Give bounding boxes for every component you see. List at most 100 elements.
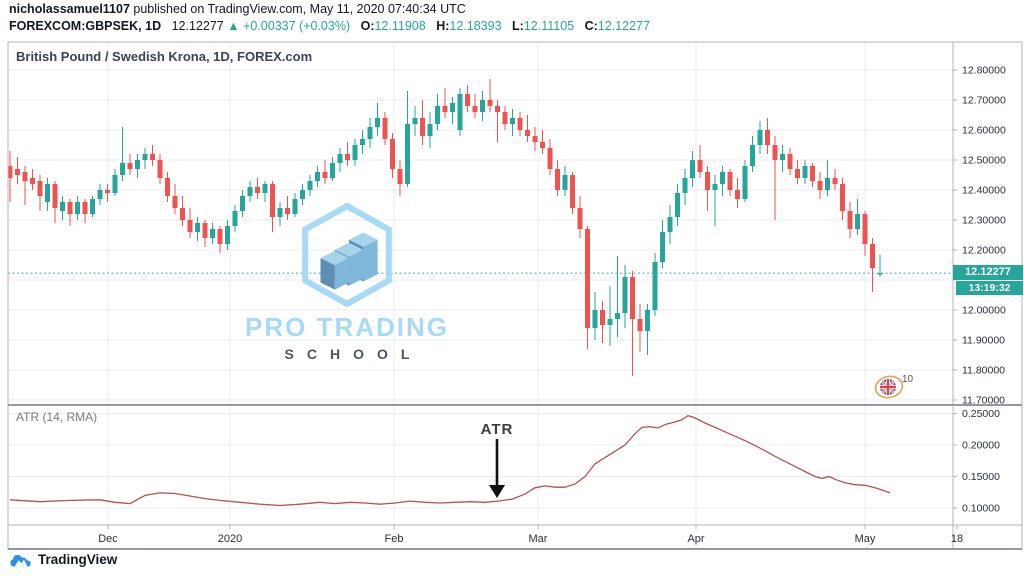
candle-body [375, 118, 380, 127]
candle-body [435, 106, 440, 124]
candle-body [532, 136, 538, 142]
high-value: 12.18393 [449, 19, 502, 33]
candle-body [615, 313, 620, 319]
candle-body [210, 229, 215, 238]
candle-body [772, 145, 778, 160]
candle-body [90, 199, 95, 214]
time-axis[interactable] [8, 525, 1022, 549]
candle-body [637, 319, 643, 331]
main-pane-surface[interactable] [8, 42, 953, 405]
candle-body [45, 184, 50, 202]
candle-body [652, 262, 658, 310]
time-axis-label: May [855, 533, 876, 545]
candle-body [727, 172, 733, 190]
candle-body [8, 166, 13, 178]
indicator-label[interactable]: ATR (14, RMA) [16, 410, 98, 424]
candle-body [382, 118, 388, 139]
candle-body [472, 106, 478, 112]
tradingview-brand[interactable]: TradingView [10, 552, 117, 567]
atr-axis-label: 0.10000 [962, 503, 1000, 515]
candle-body [187, 220, 193, 232]
candle-body [457, 94, 463, 130]
up-arrow-icon: ▲ [227, 19, 240, 33]
candle-body [450, 103, 455, 112]
candle-body [832, 178, 838, 184]
price-axis-label: 12.60000 [962, 125, 1006, 137]
candle-body [15, 169, 20, 175]
down-arrow-icon [489, 439, 505, 498]
candle-body [172, 196, 178, 208]
candle-body [232, 211, 238, 226]
candle-body [322, 172, 328, 178]
candle-body [562, 175, 568, 190]
time-axis-label: Apr [687, 533, 704, 545]
candle-body [180, 208, 185, 220]
candle-body [487, 100, 493, 106]
candle-body [150, 154, 155, 160]
candle-body [30, 178, 35, 184]
atr-annotation: ATR [468, 421, 526, 506]
high-label: H: [436, 19, 450, 33]
flag-count: 10 [902, 374, 914, 385]
candle-body [270, 184, 275, 217]
candle-body [285, 208, 290, 214]
candle-body [510, 118, 515, 124]
candle-body [622, 277, 628, 313]
price-axis-label: 12.70000 [962, 95, 1006, 107]
price-axis-label: 12.20000 [962, 245, 1006, 257]
symbol-info-line: FOREXCOM:GBPSEK, 1D 12.12277 ▲ +0.00337 … [9, 19, 650, 33]
candle-body [607, 319, 613, 325]
candle-body [330, 163, 335, 178]
candle-body [142, 154, 148, 160]
candle-body [855, 214, 860, 229]
candle-body [712, 184, 718, 190]
candle-body [480, 100, 485, 112]
atr-line [9, 414, 891, 507]
low-label: L: [512, 19, 524, 33]
candle-body [292, 199, 298, 214]
candle-body [660, 232, 665, 262]
candle-body [817, 181, 823, 190]
candle-body [195, 223, 200, 232]
candle-body [157, 160, 163, 178]
candle-body [202, 223, 208, 238]
price-axis-label: 12.40000 [962, 185, 1006, 197]
candle-body [877, 273, 883, 275]
candle-body [600, 310, 605, 325]
symbol-name[interactable]: FOREXCOM:GBPSEK, 1D [9, 19, 162, 33]
candle-body [765, 130, 770, 145]
chart-title: British Pound / Swedish Krona, 1D, FOREX… [16, 49, 313, 64]
candle-body [405, 124, 410, 184]
candle-body [630, 277, 635, 319]
candle-body [540, 142, 545, 148]
candle-body [592, 310, 598, 328]
candle-body [367, 127, 373, 139]
candle-body [862, 214, 868, 244]
candle-body [165, 178, 170, 196]
candle-body [697, 160, 703, 172]
low-value: 12.11105 [523, 19, 575, 33]
candle-body [345, 154, 350, 160]
candle-body [442, 106, 448, 112]
candle-body [690, 160, 695, 178]
candle-body [682, 178, 688, 193]
candle-body [750, 145, 755, 166]
symbol-change: +0.00337 (+0.03%) [243, 19, 351, 33]
time-axis-label: 2020 [218, 533, 242, 545]
candle-body [795, 169, 800, 178]
idea-flag-marker[interactable]: 10 [869, 368, 915, 407]
candle-body [225, 226, 230, 244]
candle-body [787, 154, 793, 169]
candle-body [397, 169, 403, 184]
candle-body [570, 175, 575, 208]
candle-body [757, 130, 763, 145]
candle-body [247, 187, 253, 196]
candle-body [307, 181, 313, 190]
price-axis-label: 12.00000 [962, 305, 1006, 317]
candle-body [645, 310, 650, 331]
candle-body [675, 193, 680, 217]
byline-username[interactable]: nicholassamuel1107 [9, 2, 130, 16]
byline-text: published on TradingView.com, May 11, 20… [133, 2, 466, 16]
time-axis-label: 18 [951, 533, 963, 545]
